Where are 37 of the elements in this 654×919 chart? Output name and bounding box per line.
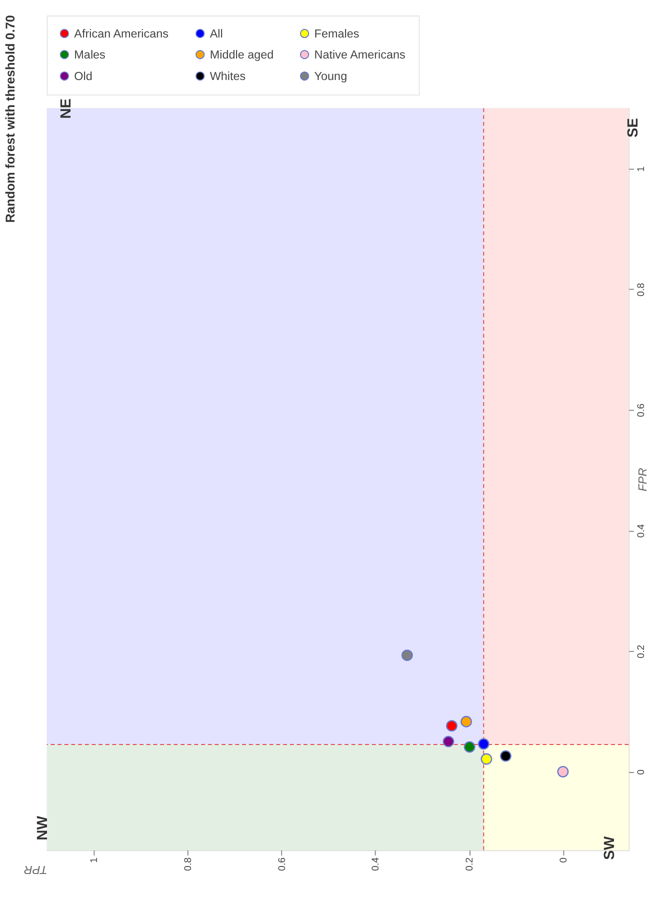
point	[478, 738, 490, 750]
legend-label: Native Americans	[314, 48, 406, 62]
y-tick-label: 0.6	[636, 404, 647, 418]
chart-title: Random forest with threshold 0.70	[4, 15, 18, 223]
x-tick-label: 0.8	[183, 857, 194, 871]
y-tick-label: 1	[636, 166, 647, 172]
point	[500, 750, 512, 762]
point	[446, 720, 458, 732]
legend-label: Males	[74, 48, 106, 62]
legend-label: Young	[314, 70, 348, 83]
band-label: SE	[625, 118, 642, 138]
y-tick-label: 0.4	[636, 524, 647, 538]
point	[442, 736, 454, 748]
band-label: NE	[58, 98, 74, 119]
x-tick-label: 0.4	[370, 856, 382, 871]
point	[557, 766, 569, 778]
x-tick-label: 1	[89, 857, 100, 863]
legend-label: Whites	[210, 70, 246, 83]
point	[460, 716, 472, 728]
x-tick-label: 0.6	[276, 857, 288, 871]
point	[480, 753, 492, 765]
point	[464, 741, 476, 753]
legend-label: Females	[314, 27, 360, 40]
legend-label: Old	[74, 70, 92, 83]
y-tick-label: 0.2	[636, 644, 647, 658]
point	[401, 650, 413, 661]
x-axis-title: TPR	[23, 863, 48, 876]
x-tick-label: 0	[558, 856, 570, 863]
x-tick-label: 0.2	[464, 857, 476, 871]
y-tick-label: 0.8	[636, 282, 647, 296]
y-tick-label: 0	[636, 768, 647, 775]
legend-label: All	[210, 27, 223, 40]
legend-label: Middle aged	[210, 48, 274, 62]
y-axis-title: FPR	[636, 467, 650, 492]
band-label: SW	[602, 836, 618, 860]
band-label: NW	[34, 816, 51, 840]
legend-label: African Americans	[74, 27, 169, 40]
